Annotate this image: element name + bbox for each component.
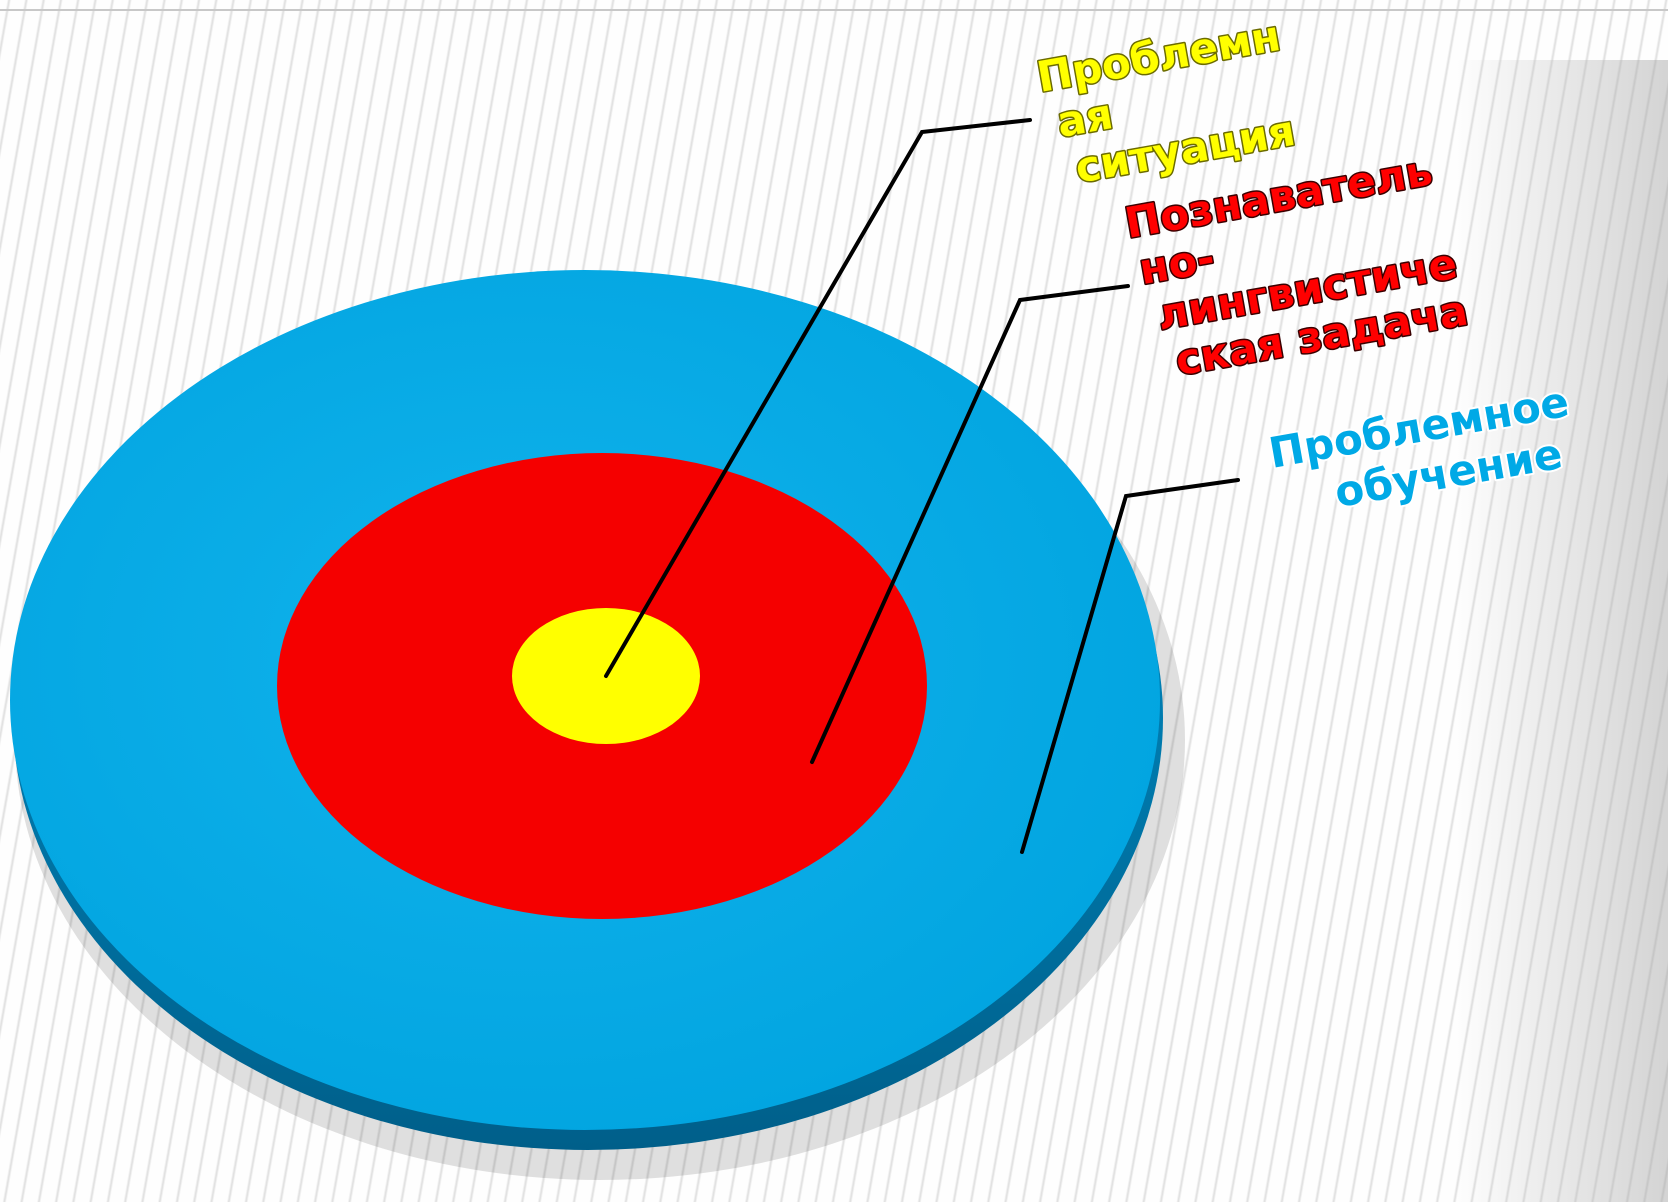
label-problem-situation: Проблемн ая ситуация [1032,9,1300,194]
leader-line-outer [1020,478,1240,854]
background-shade [1455,60,1668,1202]
top-divider [0,9,1668,11]
label-line: но- [1135,233,1218,294]
label-line: Проблемн [1033,11,1284,102]
label-line: ая [1053,89,1116,147]
leader-line-center [604,118,1032,678]
label-cognitive-task: Познаватель но- лингвистиче ская задача [1120,144,1473,387]
leader-line-middle [810,284,1130,764]
label-problem-learning: Проблемное обучение [1263,375,1574,519]
